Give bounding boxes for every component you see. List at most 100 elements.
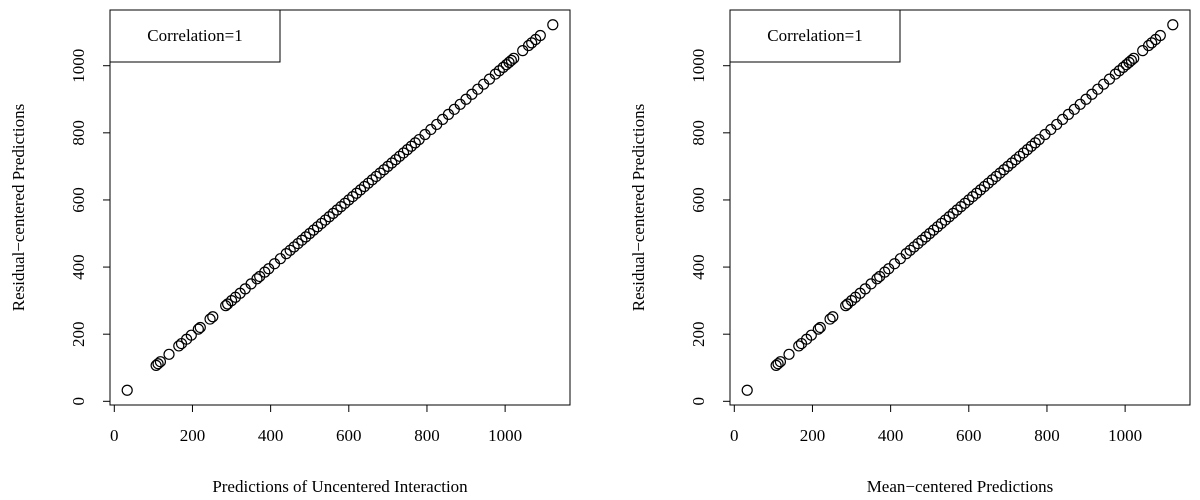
y-tick-label: 800 bbox=[689, 120, 708, 146]
point bbox=[315, 217, 328, 230]
point bbox=[366, 174, 378, 186]
point bbox=[386, 157, 398, 169]
point bbox=[311, 221, 324, 233]
point bbox=[374, 167, 386, 179]
plot-frame bbox=[729, 9, 1191, 406]
point bbox=[871, 273, 883, 285]
point bbox=[173, 340, 185, 352]
annotation-box bbox=[109, 9, 281, 63]
point bbox=[207, 311, 219, 323]
x-tick-label: 0 bbox=[110, 426, 119, 445]
point bbox=[489, 68, 501, 80]
point bbox=[1010, 154, 1022, 166]
point bbox=[982, 177, 994, 189]
point bbox=[1109, 68, 1121, 80]
point bbox=[534, 29, 546, 42]
point bbox=[370, 170, 382, 183]
point bbox=[955, 201, 967, 213]
point bbox=[323, 211, 335, 223]
point bbox=[251, 273, 263, 285]
point bbox=[1017, 147, 1030, 159]
point bbox=[935, 217, 948, 230]
point bbox=[943, 211, 955, 223]
point bbox=[912, 237, 924, 250]
point bbox=[879, 266, 891, 278]
point bbox=[986, 174, 998, 186]
point bbox=[358, 180, 371, 193]
y-tick-label: 1000 bbox=[69, 49, 88, 83]
point bbox=[1025, 140, 1037, 152]
point bbox=[152, 358, 164, 370]
point bbox=[990, 170, 1002, 183]
point bbox=[401, 144, 414, 156]
point bbox=[327, 207, 339, 219]
point bbox=[163, 348, 175, 360]
y-tick-label: 1000 bbox=[689, 49, 708, 83]
x-tick-label: 600 bbox=[956, 426, 982, 445]
point bbox=[1029, 137, 1041, 149]
point bbox=[1002, 160, 1014, 172]
point bbox=[397, 147, 410, 159]
point bbox=[1146, 37, 1158, 49]
x-tick-label: 200 bbox=[800, 426, 826, 445]
point bbox=[928, 224, 940, 236]
point bbox=[805, 329, 817, 341]
point bbox=[185, 329, 197, 341]
x-axis-label: Predictions of Uncentered Interaction bbox=[212, 477, 468, 496]
point bbox=[362, 177, 374, 189]
y-tick-label: 0 bbox=[69, 397, 88, 406]
point bbox=[1006, 157, 1018, 169]
x-axis-label: Mean−centered Predictions bbox=[867, 477, 1054, 496]
point bbox=[900, 248, 912, 260]
point bbox=[931, 221, 944, 233]
annotation-box bbox=[729, 9, 901, 63]
x-tick-label: 800 bbox=[414, 426, 440, 445]
y-tick-label: 400 bbox=[69, 254, 88, 280]
point bbox=[998, 164, 1010, 176]
point bbox=[409, 137, 421, 149]
point bbox=[225, 295, 238, 307]
point bbox=[378, 164, 390, 176]
point bbox=[259, 266, 271, 278]
y-tick-label: 0 bbox=[689, 397, 708, 406]
point bbox=[292, 237, 304, 250]
point bbox=[194, 321, 206, 334]
point bbox=[308, 224, 320, 236]
x-tick-label: 400 bbox=[878, 426, 904, 445]
point bbox=[347, 190, 359, 203]
point bbox=[963, 194, 975, 206]
x-tick-label: 800 bbox=[1034, 426, 1060, 445]
point bbox=[947, 207, 959, 219]
point bbox=[1125, 54, 1137, 66]
point bbox=[827, 311, 839, 323]
point bbox=[1021, 144, 1034, 156]
point bbox=[814, 321, 826, 334]
y-axis-label: Residual−centered Predictions bbox=[629, 104, 648, 311]
point bbox=[974, 184, 987, 196]
point bbox=[783, 348, 795, 360]
x-tick-label: 1000 bbox=[1108, 426, 1142, 445]
point bbox=[354, 184, 367, 196]
annotation: Correlation=1 bbox=[147, 26, 243, 45]
point bbox=[994, 167, 1006, 179]
point bbox=[351, 187, 363, 199]
point bbox=[845, 295, 858, 307]
point bbox=[343, 194, 355, 206]
point bbox=[222, 298, 234, 310]
y-tick-label: 800 bbox=[69, 120, 88, 146]
point bbox=[916, 234, 928, 246]
x-tick-label: 600 bbox=[336, 426, 362, 445]
point bbox=[951, 204, 963, 216]
point bbox=[280, 248, 292, 260]
y-tick-label: 600 bbox=[69, 187, 88, 213]
point bbox=[1154, 29, 1166, 42]
point bbox=[493, 65, 505, 77]
point bbox=[339, 197, 351, 209]
point bbox=[920, 231, 932, 243]
point bbox=[154, 356, 167, 368]
point bbox=[284, 244, 296, 256]
point bbox=[335, 201, 347, 213]
point bbox=[1142, 39, 1155, 52]
point bbox=[405, 140, 417, 152]
